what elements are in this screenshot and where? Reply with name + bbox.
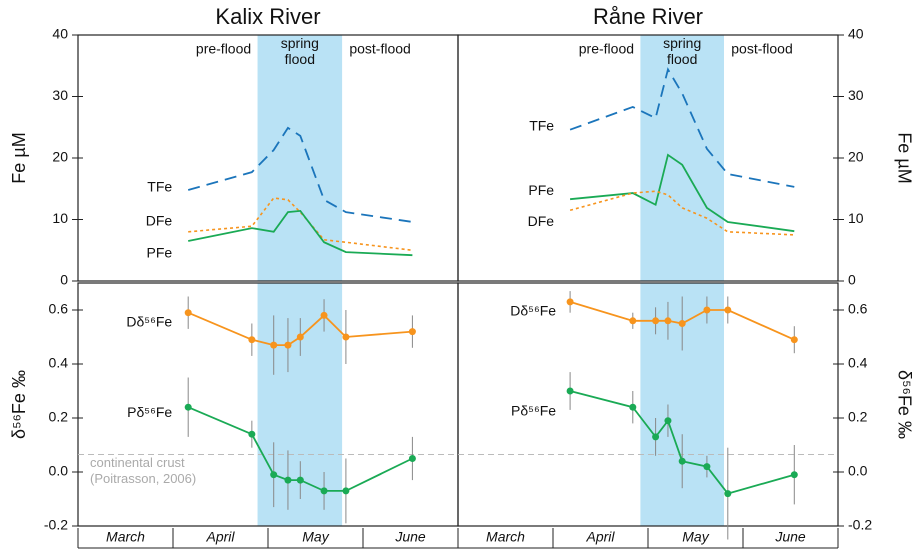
flood-shade: [640, 35, 724, 281]
y-tick-label: 40: [848, 26, 864, 42]
series-line: [188, 209, 413, 257]
y-tick-label: -0.2: [44, 517, 68, 533]
y-tick-label: 30: [848, 87, 864, 103]
y-axis-label: δ⁵⁶Fe ‰: [894, 370, 914, 439]
series-line: [187, 311, 413, 346]
y-tick-label: 0.6: [848, 301, 868, 317]
month-label: June: [394, 529, 426, 545]
data-point: [652, 317, 660, 325]
reference-label: continental crust: [90, 455, 185, 470]
y-tick-label: 30: [52, 87, 68, 103]
series-label: TFe: [147, 179, 172, 195]
y-tick-label: 0.2: [848, 409, 868, 425]
data-point: [566, 387, 574, 395]
month-label: April: [585, 529, 615, 545]
data-point: [296, 333, 304, 341]
month-label: March: [106, 529, 145, 545]
y-tick-label: 10: [848, 210, 864, 226]
period-label: pre-flood: [579, 41, 634, 57]
series-line: [569, 390, 795, 495]
series-label: PFe: [147, 245, 173, 261]
data-point: [342, 487, 350, 495]
data-point: [652, 433, 660, 441]
data-point: [566, 298, 574, 306]
data-point: [678, 457, 686, 465]
data-point: [284, 341, 292, 349]
data-point: [270, 341, 278, 349]
y-tick-label: 40: [52, 26, 68, 42]
y-axis-label: δ⁵⁶Fe ‰: [9, 370, 29, 439]
y-tick-label: -0.2: [848, 517, 872, 533]
series-label: DFe: [528, 213, 555, 229]
data-point: [342, 333, 350, 341]
data-point: [678, 320, 686, 327]
month-label: April: [205, 529, 235, 545]
data-point: [664, 417, 672, 425]
data-point: [296, 476, 304, 484]
series-label: Pδ⁵⁶Fe: [511, 403, 556, 419]
series-line: [569, 190, 795, 236]
y-tick-label: 0: [60, 272, 68, 288]
y-axis-label: Fe µM: [894, 132, 914, 183]
series-line: [570, 153, 795, 233]
y-tick-label: 0.4: [848, 355, 868, 371]
data-point: [724, 306, 732, 314]
y-tick-label: 0.2: [49, 409, 69, 425]
series-label: Pδ⁵⁶Fe: [127, 404, 172, 420]
series-label: TFe: [529, 117, 554, 133]
series-line: [188, 197, 413, 252]
series-line: [569, 67, 795, 188]
data-point: [320, 311, 328, 319]
reference-label: (Poitrasson, 2006): [90, 471, 196, 486]
data-point: [184, 309, 192, 317]
month-label: May: [302, 529, 329, 545]
data-point: [248, 336, 256, 344]
flood-shade: [257, 35, 343, 281]
data-point: [703, 306, 711, 314]
data-point: [664, 317, 672, 325]
data-point: [284, 476, 292, 484]
period-label: pre-flood: [196, 41, 251, 57]
data-point: [270, 471, 278, 479]
data-point: [629, 403, 637, 411]
period-label: post-flood: [349, 41, 410, 57]
y-axis-label: Fe µM: [9, 132, 29, 183]
data-point: [248, 430, 256, 438]
series-label: Dδ⁵⁶Fe: [510, 303, 556, 319]
y-tick-label: 0.0: [848, 463, 868, 479]
y-tick-label: 0: [848, 272, 856, 288]
data-point: [320, 487, 328, 495]
period-label: spring flood: [281, 35, 319, 67]
month-label: June: [774, 529, 806, 545]
period-label: post-flood: [731, 41, 792, 57]
data-point: [408, 455, 416, 462]
month-label: March: [486, 529, 525, 545]
data-point: [184, 403, 192, 411]
data-point: [790, 336, 798, 344]
month-label: May: [682, 529, 709, 545]
data-point: [703, 463, 711, 471]
data-point: [629, 317, 637, 325]
data-point: [408, 328, 416, 336]
y-tick-label: 10: [52, 210, 68, 226]
panel-title: Råne River: [593, 4, 703, 29]
series-label: Dδ⁵⁶Fe: [126, 313, 172, 329]
period-label: spring flood: [663, 35, 701, 67]
series-line: [187, 406, 413, 492]
series-label: DFe: [146, 213, 173, 229]
series-label: PFe: [528, 182, 554, 198]
y-tick-label: 0.6: [49, 301, 69, 317]
panel-frame: [457, 282, 839, 527]
y-tick-label: 20: [848, 149, 864, 165]
panel-title: Kalix River: [215, 4, 320, 29]
y-tick-label: 0.0: [49, 463, 69, 479]
y-tick-label: 20: [52, 149, 68, 165]
y-tick-label: 0.4: [49, 355, 69, 371]
data-point: [724, 490, 732, 498]
data-point: [790, 471, 798, 479]
